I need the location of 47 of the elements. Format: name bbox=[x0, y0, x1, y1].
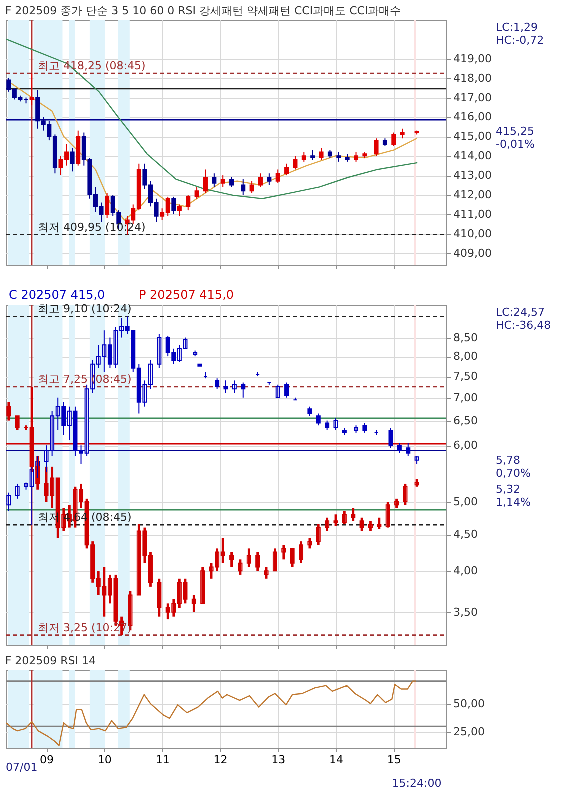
x-tick-label: 14 bbox=[330, 754, 344, 766]
y-tick-label: 5,00 bbox=[454, 496, 478, 509]
chart-title: F 202509 RSI 14 bbox=[5, 654, 96, 668]
y-tick-label: 6,00 bbox=[454, 439, 478, 452]
text: LC:24,57 bbox=[496, 306, 546, 319]
text: 5,78 bbox=[496, 454, 520, 467]
y-tick-label: 415,00 bbox=[454, 130, 492, 144]
ref-line-label: 최고 9,10 (10:24) bbox=[38, 302, 132, 316]
y-tick-label: 418,00 bbox=[454, 72, 492, 85]
text: P 202507 415,0 bbox=[139, 288, 234, 302]
y-tick-label: 410,00 bbox=[454, 227, 492, 240]
y-tick-label: 8,50 bbox=[454, 331, 478, 344]
text: C 202507 415,0 bbox=[9, 288, 106, 302]
y-tick-label: 417,00 bbox=[454, 91, 492, 104]
y-tick-label: 50,00 bbox=[454, 697, 485, 710]
y-tick-label: 8,00 bbox=[454, 350, 478, 364]
y-tick-label: 25,00 bbox=[454, 726, 485, 739]
chart-title: F 202509 종가 단순 3 5 10 60 0 RSI 강세패턴 약세패턴 CCI과매도 CCI과매수 bbox=[5, 4, 402, 18]
y-tick-label: 4,00 bbox=[454, 564, 478, 578]
text: 15:24:00 bbox=[392, 777, 442, 790]
x-tick-label: 09 bbox=[40, 754, 54, 766]
y-tick-label: 412,00 bbox=[454, 188, 492, 202]
y-tick-label: 6,50 bbox=[454, 414, 478, 428]
y-tick-label: 3,50 bbox=[454, 606, 478, 619]
text: 07/01 bbox=[6, 761, 38, 774]
y-tick-label: 7,00 bbox=[454, 391, 478, 404]
text: 5,32 bbox=[496, 483, 520, 496]
x-tick-label: 11 bbox=[156, 754, 170, 766]
text: LC:1,29 bbox=[496, 21, 538, 34]
text: 0,70% bbox=[496, 467, 531, 480]
y-tick-label: 416,00 bbox=[454, 110, 492, 124]
x-tick-label: 10 bbox=[98, 754, 112, 766]
text: HC:-0,72 bbox=[496, 34, 544, 47]
x-tick-label: 12 bbox=[214, 754, 228, 766]
text: HC:-36,48 bbox=[496, 319, 552, 332]
y-tick-label: 414,00 bbox=[454, 150, 492, 163]
x-tick-label: 15 bbox=[387, 754, 402, 766]
text: 1,14% bbox=[496, 496, 531, 509]
x-tick-label: 13 bbox=[272, 754, 286, 766]
y-tick-label: 419,00 bbox=[454, 52, 492, 66]
y-tick-label: 4,50 bbox=[454, 528, 478, 542]
y-tick-label: 7,50 bbox=[454, 370, 478, 384]
text: 415,25 bbox=[496, 125, 534, 138]
y-tick-label: 409,00 bbox=[454, 246, 492, 260]
text: -0,01% bbox=[496, 138, 535, 151]
y-tick-label: 411,00 bbox=[454, 208, 492, 221]
y-tick-label: 413,00 bbox=[454, 169, 492, 182]
